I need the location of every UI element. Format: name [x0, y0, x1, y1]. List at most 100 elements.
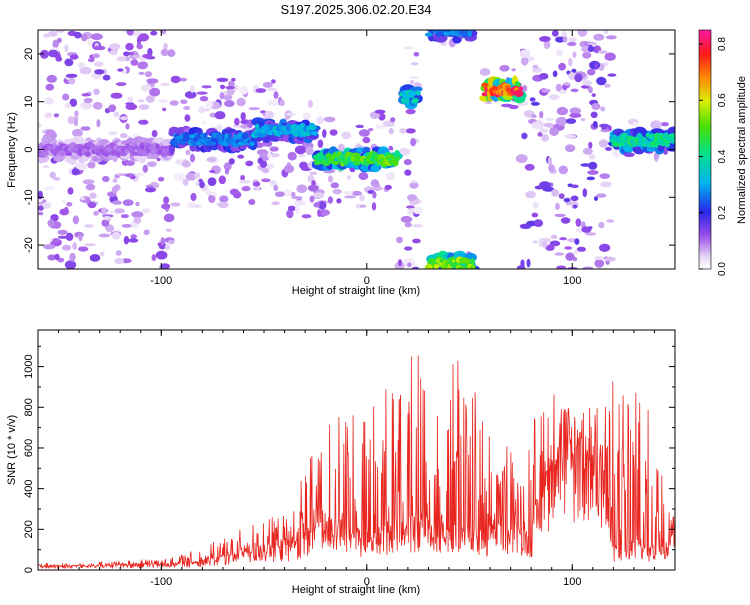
spectrogram-blob	[274, 191, 285, 197]
spectrogram-blob	[371, 202, 377, 211]
spectrogram-blob	[568, 37, 577, 43]
spectrogram-blob	[261, 178, 271, 183]
spectrogram-blob	[588, 141, 593, 149]
spectrogram-blob	[89, 192, 97, 199]
spectrogram-blob	[165, 228, 172, 232]
spectrogram-blob	[556, 265, 567, 269]
spectrogram-blob	[558, 165, 568, 175]
snr-y-tick-label: 400	[23, 479, 35, 497]
colorbar-gradient	[698, 29, 712, 270]
spectrogram-blob	[581, 85, 589, 89]
spectrogram-blob	[576, 246, 587, 252]
spectrogram-blob	[43, 33, 51, 38]
spectrogram-blob	[435, 19, 442, 29]
spectrogram-blob	[593, 256, 604, 260]
spectrogram-blob	[238, 179, 251, 184]
spectrogram-blob	[48, 49, 59, 58]
spectrogram-blob	[400, 215, 413, 223]
spectrogram-blob	[87, 58, 95, 63]
spectrogram-blob	[207, 177, 217, 187]
spectrogram-blob	[356, 147, 365, 154]
spectrogram-blob	[554, 213, 566, 218]
spectrogram-blob	[594, 259, 605, 268]
spectrogram-blob	[80, 101, 92, 110]
spectrogram-blob	[64, 44, 69, 53]
spectrogram-blob	[161, 203, 171, 210]
spectrogram-blob	[151, 130, 158, 138]
spectrogram-blob	[577, 30, 588, 37]
spectrogram-blob	[453, 24, 458, 29]
spectrogram-blob	[43, 97, 54, 105]
spectrogram-blob	[65, 73, 78, 78]
spectrogram-blob	[332, 188, 342, 195]
spectrogram-blob	[467, 30, 472, 37]
spectrogram-blob	[600, 129, 611, 133]
spectrogram-blob	[112, 200, 122, 205]
spectrogram-blob	[158, 99, 168, 103]
spectrogram-blob	[469, 23, 474, 29]
spectrogram-blob	[60, 150, 66, 155]
spectrogram-blob	[317, 201, 327, 210]
spectrogram-blob	[84, 224, 94, 228]
spectrogram-blob	[82, 179, 95, 185]
spectrogram-blob	[547, 157, 553, 166]
spectrogram-blob	[563, 198, 570, 203]
spectrogram-blob	[218, 175, 226, 185]
spectrogram-blob	[144, 187, 157, 193]
spectrogram-blob	[84, 243, 96, 247]
spectrogram-blob	[109, 49, 118, 56]
spectrogram-blob	[586, 176, 595, 181]
spectrogram-blob	[596, 193, 607, 198]
spectrogram-blob	[452, 21, 463, 29]
spectrogram-blob	[555, 36, 565, 43]
spectrogram-blob	[40, 150, 49, 156]
snr-y-tick-label: 200	[23, 520, 35, 538]
spectrogram-blob	[538, 238, 543, 248]
spectrogram-blob	[338, 143, 345, 153]
spectrogram-blob	[599, 243, 611, 252]
spectrogram-blob	[119, 133, 128, 139]
spectrogram-blob	[451, 19, 461, 24]
spectrogram-blob	[103, 216, 111, 221]
spectrogram-blob	[384, 184, 392, 190]
spectrogram-blob	[73, 118, 79, 127]
spectrogram-blob	[460, 21, 470, 28]
spectrogram-blob	[101, 207, 107, 216]
spectrogram-blob	[411, 266, 420, 269]
spectrogram-blob	[462, 22, 467, 28]
spectrogram-blob	[598, 221, 605, 229]
spectrogram-blob	[351, 190, 362, 196]
spectrogram-blob	[38, 205, 44, 211]
spectrogram-blob	[135, 201, 140, 207]
spectrogram-blob	[309, 171, 318, 175]
spectrogram-blob	[572, 51, 577, 58]
spectrogram-blob	[69, 252, 76, 262]
spectrogram-blob	[97, 145, 105, 150]
spectrogram-blob	[404, 169, 412, 176]
spectrogram-blob	[47, 31, 58, 37]
spectrogram-blob	[156, 157, 161, 162]
spectrogram-blob	[562, 36, 568, 43]
spectrogram-blob	[43, 244, 56, 250]
spectrogram-blob	[123, 235, 130, 245]
spectrogram-blob	[133, 216, 142, 224]
spectrogram-blob	[54, 253, 60, 261]
spectrogram-blob	[564, 246, 573, 250]
spectrogram-blob	[402, 258, 415, 266]
spectrogram-blob	[279, 99, 285, 107]
spectrogram-blob	[430, 19, 437, 25]
spectrogram-blob	[261, 167, 270, 174]
spectrogram-blob	[404, 246, 413, 251]
spectrogram-blob	[374, 124, 386, 129]
spectrogram-blob	[72, 215, 80, 225]
spectrogram-blob	[38, 211, 44, 216]
spectrogram-blob	[531, 114, 537, 119]
spectrogram-blob	[413, 52, 420, 57]
spectrogram-blob	[329, 129, 338, 136]
spectrogram-blob	[573, 249, 579, 255]
spectrogram-blob	[43, 186, 56, 191]
spectrogram-blob	[587, 45, 595, 52]
spectrogram-blob	[228, 80, 235, 88]
spectrogram-blob	[524, 163, 535, 171]
spectrogram-blob	[604, 52, 616, 61]
